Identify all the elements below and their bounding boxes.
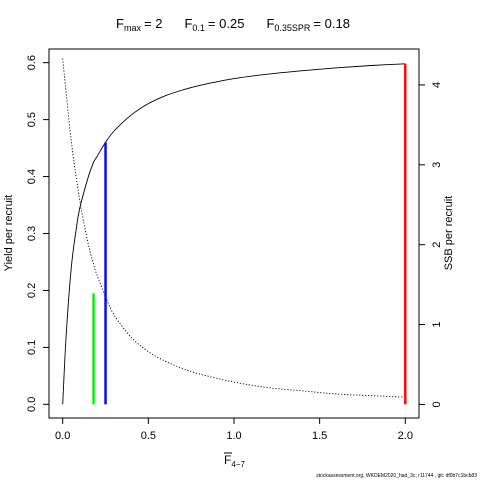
y-axis-left: 0.0 0.1 0.2 0.3 0.4 0.5 0.6: [26, 55, 50, 412]
reference-line-layer: [92, 63, 407, 405]
x-axis-label: F4−7: [224, 452, 245, 469]
x-tick-label: 1.5: [312, 430, 327, 442]
y-right-tick-label: 0: [431, 401, 443, 407]
x-tick-label: 1.0: [226, 430, 241, 442]
y-axis-right-label: SSB per recruit: [443, 196, 455, 271]
x-label-subscript: 4−7: [231, 460, 245, 469]
y-left-tick-label: 0.5: [26, 112, 38, 127]
y-left-tick-label: 0.6: [26, 55, 38, 70]
title-f01-subscript: 0.1: [192, 23, 205, 33]
title-fspr-value: = 0.18: [313, 16, 350, 31]
svg-text:F4−7: F4−7: [224, 453, 245, 469]
x-label-symbol: F: [224, 453, 231, 467]
yield-per-recruit-curve: [62, 63, 406, 405]
x-tick-label: 0.5: [141, 430, 156, 442]
title-f01-value: = 0.25: [208, 16, 245, 31]
y-left-tick-label: 0.0: [26, 397, 38, 412]
title-fspr-subscript: 0.35SPR: [274, 23, 311, 33]
series-layer: [62, 58, 406, 405]
y-left-tick-label: 0.3: [26, 226, 38, 241]
y-right-tick-label: 1: [431, 321, 443, 327]
y-left-tick-label: 0.4: [26, 169, 38, 184]
x-axis: 0.0 0.5 1.0 1.5 2.0: [55, 417, 413, 442]
y-axis-right: 0 1 2 3 4: [418, 82, 443, 407]
x-tick-label: 2.0: [398, 430, 413, 442]
title-fmax-value: = 2: [144, 16, 162, 31]
x-tick-label: 0.0: [55, 430, 70, 442]
y-right-tick-label: 4: [431, 82, 443, 88]
title-f01-symbol: F: [184, 16, 192, 31]
y-left-tick-label: 0.2: [26, 283, 38, 298]
y-right-tick-label: 3: [431, 162, 443, 168]
y-right-tick-label: 2: [431, 242, 443, 248]
y-axis-left-label: Yield per recruit: [3, 195, 15, 272]
y-left-tick-label: 0.1: [26, 340, 38, 355]
title-fmax-subscript: max: [124, 23, 142, 33]
ssb-per-recruit-curve: [62, 58, 406, 398]
title-fmax-symbol: F: [116, 16, 124, 31]
chart-title: Fmax = 2 F0.1 = 0.25 F0.35SPR = 0.18: [116, 16, 350, 33]
title-fspr-symbol: F: [266, 16, 274, 31]
footer-credit: stockassessment.org, WKDEM2020_had_3c, r…: [316, 473, 477, 479]
